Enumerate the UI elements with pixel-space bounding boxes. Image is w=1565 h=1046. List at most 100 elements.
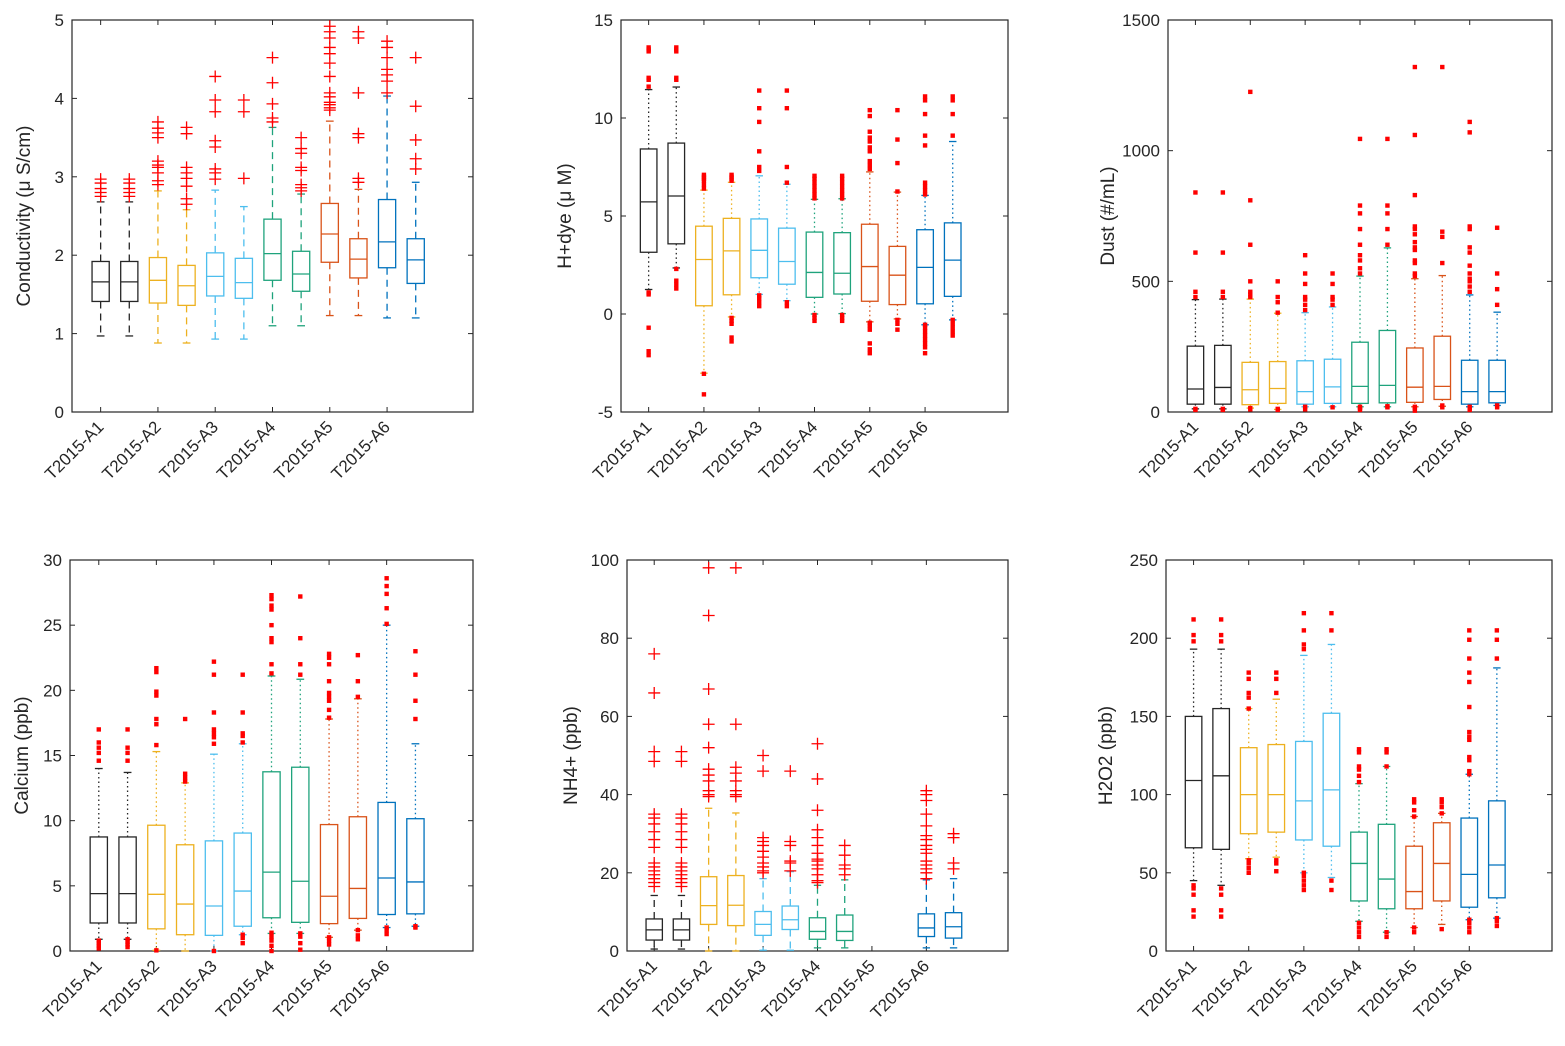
panel-hdye: -5 0 5 10 15 T2015-A1T2015-A2T2015-A3T2015-A4… [555, 11, 1009, 484]
outlier-point [1412, 226, 1418, 232]
outlier-point [1357, 404, 1363, 409]
outlier-point [1275, 294, 1280, 300]
x-tick-label: T2015-A5 [1355, 417, 1421, 483]
outlier-point [895, 321, 900, 326]
iqr-box [233, 832, 252, 927]
outlier-point [950, 98, 955, 103]
outlier-point [96, 745, 101, 750]
box-11 [1460, 628, 1479, 935]
outlier-point [839, 315, 845, 321]
outlier-point [839, 192, 845, 197]
outlier-point [1301, 873, 1307, 879]
outlier-point [1357, 211, 1363, 216]
y-tick-label: 15 [43, 747, 62, 766]
box-6 [781, 765, 800, 951]
outlier-point [702, 763, 715, 776]
box-5 [204, 659, 224, 954]
box-11 [916, 94, 935, 356]
outlier-point [326, 935, 332, 940]
outlier-point [154, 693, 159, 698]
outlier-point [867, 351, 872, 356]
outlier-point [1467, 920, 1472, 926]
outlier-point [729, 339, 734, 344]
outlier-point [1357, 226, 1363, 232]
outlier-point [950, 329, 955, 334]
outlier-point [757, 303, 762, 309]
outlier-point [237, 105, 250, 118]
outlier-point [950, 325, 955, 330]
box-2 [120, 173, 139, 337]
outlier-point [182, 771, 188, 776]
outlier-point [812, 192, 817, 197]
outlier-point [922, 325, 928, 330]
outlier-point [757, 300, 762, 305]
box-10 [888, 107, 907, 332]
outlier-point [1218, 914, 1224, 919]
outlier-point [646, 349, 651, 354]
outlier-point [950, 333, 955, 338]
outlier-point [1357, 136, 1363, 142]
outlier-point [1412, 247, 1418, 253]
x-tick-label: T2015-A6 [327, 956, 393, 1022]
outlier-point [1467, 404, 1472, 409]
outlier-point [1494, 302, 1500, 308]
outlier-point [1494, 628, 1500, 633]
outlier-point [1302, 253, 1308, 258]
outlier-point [1330, 297, 1335, 302]
box-11 [377, 35, 397, 319]
box-3 [694, 172, 713, 397]
outlier-point [1412, 258, 1418, 263]
outlier-point [895, 137, 900, 142]
outlier-point [1248, 294, 1253, 300]
x-tick-label: T2015-A4 [1300, 956, 1366, 1022]
x-tick-label: T2015-A1 [1134, 956, 1200, 1022]
outlier-point [1329, 610, 1334, 616]
outlier-point [1329, 887, 1334, 893]
x-tick-label: T2015-A3 [700, 417, 766, 483]
outlier-point [240, 932, 245, 937]
outlier-point [154, 716, 159, 722]
x-tick-label: T2015-A6 [328, 417, 394, 483]
outlier-point [648, 745, 661, 758]
box-8 [291, 131, 311, 327]
outlier-point [922, 94, 928, 99]
outlier-point [180, 121, 193, 134]
outlier-point [326, 690, 332, 696]
outlier-point [1302, 281, 1308, 287]
outlier-point [1412, 132, 1418, 138]
y-tick-label: 5 [604, 207, 613, 226]
box-3 [1239, 670, 1258, 875]
panel-conductivity: 012345T2015-A1T2015-A2T2015-A3T2015-A4T2… [14, 11, 474, 484]
outlier-point [922, 111, 928, 117]
outlier-point [702, 741, 715, 754]
iqr-box [1213, 344, 1232, 405]
outlier-point [381, 35, 394, 48]
outlier-point [1220, 190, 1226, 195]
outlier-point [920, 784, 933, 797]
outlier-point [1412, 271, 1418, 276]
outlier-point [240, 733, 245, 739]
outlier-point [1357, 258, 1363, 263]
outlier-point [409, 152, 422, 165]
outlier-point [1191, 892, 1196, 897]
iqr-box [1241, 361, 1260, 406]
y-tick-label: 10 [594, 109, 613, 128]
outlier-point [922, 133, 928, 138]
x-tick-label: T2015-A5 [1355, 956, 1421, 1022]
y-tick-label: 250 [1130, 551, 1158, 570]
box-3 [1241, 89, 1260, 412]
outlier-point [237, 172, 250, 185]
outlier-point [895, 327, 900, 332]
outlier-point [675, 745, 688, 758]
outlier-point [1356, 925, 1362, 930]
outlier-point [646, 325, 651, 330]
box-7 [1350, 747, 1368, 940]
outlier-point [298, 940, 303, 946]
outlier-point [125, 942, 130, 947]
outlier-point [1191, 908, 1196, 913]
outlier-point [269, 607, 274, 612]
outlier-point [96, 740, 101, 745]
outlier-point [1467, 925, 1472, 930]
outlier-point [1357, 271, 1363, 276]
outlier-point [381, 63, 394, 76]
